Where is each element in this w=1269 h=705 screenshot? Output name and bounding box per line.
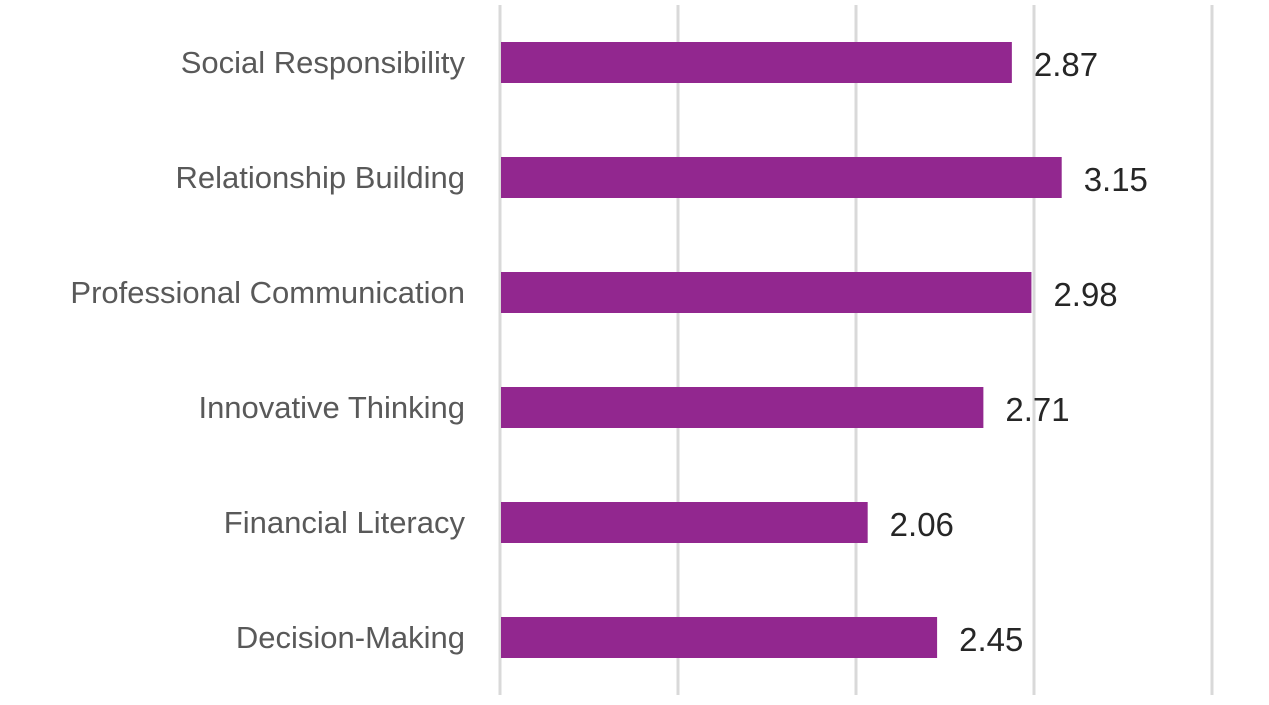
category-labels: Social Responsibility Relationship Buildi… (70, 45, 465, 655)
gridlines (498, 5, 1214, 695)
data-label: 2.45 (959, 621, 1023, 658)
category-label: Professional Communication (70, 275, 465, 310)
category-label: Financial Literacy (224, 505, 466, 540)
category-label: Relationship Building (175, 160, 465, 195)
data-label: 2.98 (1053, 276, 1117, 313)
data-label: 2.87 (1034, 46, 1098, 83)
category-label: Decision-Making (236, 620, 465, 655)
bar (501, 502, 868, 543)
data-label: 2.06 (890, 506, 954, 543)
value-labels: 2.87 3.15 2.98 2.71 2.06 2.45 (890, 46, 1148, 658)
bar (501, 387, 984, 428)
category-label: Social Responsibility (181, 45, 466, 80)
bar (501, 42, 1012, 83)
bar (501, 157, 1062, 198)
category-label: Innovative Thinking (198, 390, 465, 425)
bar (501, 617, 938, 658)
data-label: 3.15 (1084, 161, 1148, 198)
bar (501, 272, 1032, 313)
bars (501, 42, 1062, 658)
data-label: 2.71 (1005, 391, 1069, 428)
